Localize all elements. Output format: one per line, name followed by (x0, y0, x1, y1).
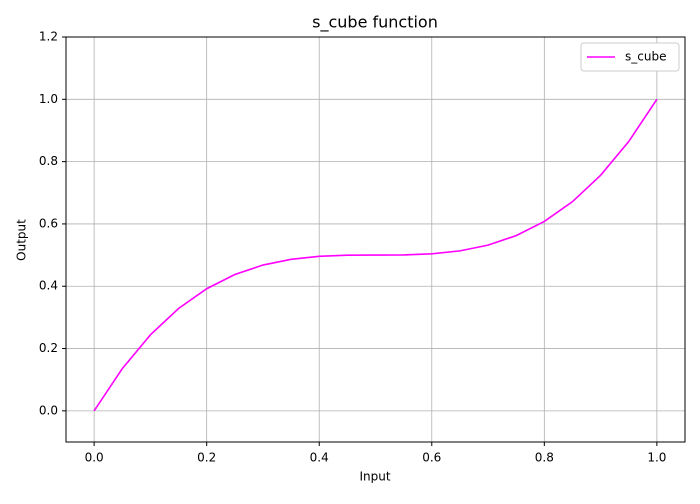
x-tick-label: 0.4 (310, 451, 329, 465)
x-tick-label: 0.8 (535, 451, 554, 465)
y-tick-label: 0.0 (39, 403, 58, 417)
x-tick-label: 1.0 (647, 451, 666, 465)
chart-title: s_cube function (312, 13, 438, 33)
y-tick-label: 0.2 (39, 341, 58, 355)
x-tick-label: 0.6 (422, 451, 441, 465)
y-tick-label: 0.4 (39, 279, 58, 293)
y-tick-label: 0.8 (39, 154, 58, 168)
y-tick-label: 1.0 (39, 92, 58, 106)
y-tick-label: 1.2 (39, 30, 58, 44)
legend-label: s_cube (625, 50, 666, 64)
plot-frame (65, 36, 686, 443)
x-tick-label: 0.0 (85, 451, 104, 465)
line-series (93, 98, 658, 412)
y-tick-label: 0.6 (39, 216, 58, 230)
x-axis-label: Input (359, 470, 390, 484)
x-tick-label: 0.2 (197, 451, 216, 465)
y-axis-label: Output (15, 219, 29, 261)
legend-box (580, 42, 680, 72)
